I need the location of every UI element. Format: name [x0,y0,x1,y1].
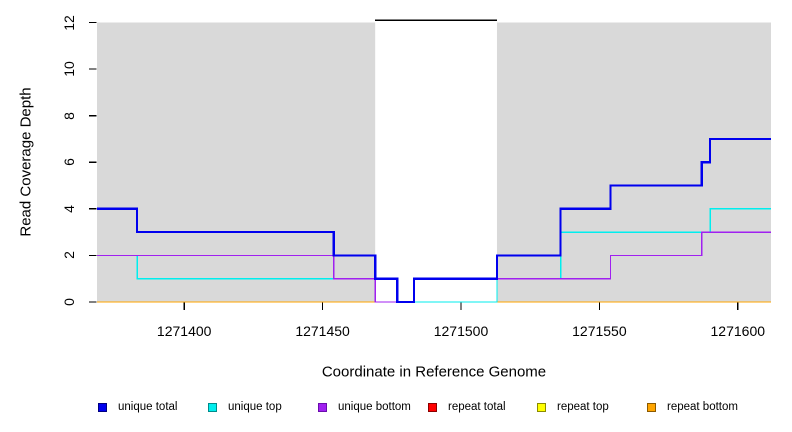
legend-item-unique-top: unique top [208,401,282,414]
x-tick-label: 1271550 [572,323,627,339]
legend-swatch [647,403,656,412]
x-axis-title: Coordinate in Reference Genome [321,363,547,381]
legend-item-unique-total: unique total [98,401,177,414]
series-line-unique-top [97,208,771,303]
legend-item-label: unique top [228,401,282,413]
legend-item-label: unique total [118,401,178,413]
legend-item-unique-bottom: unique bottom [318,401,411,414]
masked-region [375,19,497,302]
y-tick-label: 2 [61,251,77,260]
legend-item-repeat-top: repeat top [537,401,609,414]
legend-item-repeat-bottom: repeat bottom [647,401,738,414]
y-tick-label: 0 [61,298,77,306]
y-axis-title: Read Coverage Depth [17,87,35,237]
legend-swatch [537,403,546,412]
x-tick-label: 1271600 [710,323,766,339]
y-tick-label: 12 [61,14,77,31]
y-tick-label: 8 [61,111,77,120]
series-line-unique-total [97,137,771,304]
legend-swatch [428,403,437,412]
legend-item-label: repeat total [448,401,506,413]
y-tick-label: 10 [61,61,77,77]
legend-swatch [318,403,327,412]
y-tick-label: 4 [61,204,77,213]
y-tick-label: 6 [61,158,77,167]
legend-swatch [208,403,217,412]
legend-item-label: repeat top [557,401,609,413]
legend-swatch [98,403,107,412]
legend-item-label: repeat bottom [667,401,738,413]
x-tick-label: 1271500 [433,323,489,339]
legend-item-repeat-total: repeat total [428,401,506,414]
x-tick-label: 1271450 [295,323,350,339]
x-tick-label: 1271400 [156,323,212,339]
legend-item-label: unique bottom [338,401,411,413]
